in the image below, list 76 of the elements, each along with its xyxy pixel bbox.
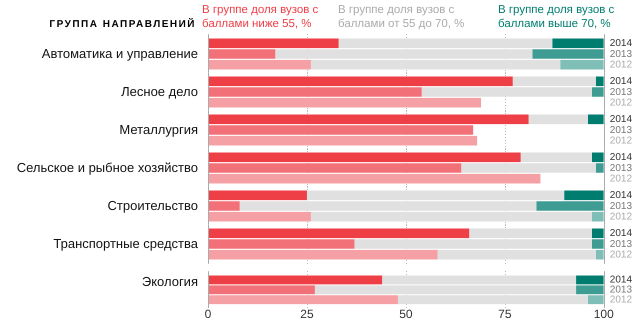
bar xyxy=(208,285,315,294)
bar xyxy=(560,60,604,70)
bar xyxy=(588,114,604,124)
bar xyxy=(208,38,339,48)
bar xyxy=(536,201,604,211)
x-tick-label: 75 xyxy=(498,307,512,320)
bar xyxy=(208,98,482,108)
legend-title: ГРУППА НАПРАВЛЕНИЙ xyxy=(48,17,197,30)
bar xyxy=(208,60,311,70)
y-tick-label: 2014 xyxy=(610,114,632,126)
bar xyxy=(208,76,513,86)
y-tick-label: 2012 xyxy=(610,249,632,260)
bar xyxy=(208,250,438,260)
bar xyxy=(532,49,604,59)
bar xyxy=(564,190,604,200)
y-tick-label: 2012 xyxy=(610,211,632,222)
text: Строительство xyxy=(106,196,199,215)
chart-title: Экология xyxy=(140,272,199,290)
y-tick-label: 2012 xyxy=(610,294,632,306)
series-label: В группе доля вузов с баллами выше 70, % xyxy=(498,3,616,31)
bar xyxy=(596,76,604,86)
bar xyxy=(592,212,604,222)
y-tick-label: 2013 xyxy=(610,124,632,136)
y-tick-label: 2013 xyxy=(610,162,632,174)
y-tick-label: 2014 xyxy=(610,152,632,164)
bar xyxy=(592,152,604,162)
y-tick-label: 2012 xyxy=(610,173,632,184)
bar xyxy=(576,285,604,294)
y-tick-label: 2013 xyxy=(610,238,632,250)
bar xyxy=(208,136,478,146)
bar xyxy=(208,239,354,249)
bar xyxy=(208,174,540,184)
y-tick-label: 2013 xyxy=(610,200,632,212)
bar xyxy=(592,239,604,249)
text: Сельское и рыбное хозяйство xyxy=(16,158,199,177)
y-tick-label: 2014 xyxy=(610,38,632,50)
bar xyxy=(208,49,276,59)
y-tick-label: 2012 xyxy=(610,59,632,70)
bar xyxy=(208,190,307,200)
y-tick-label: 2014 xyxy=(610,76,632,88)
bar xyxy=(596,163,604,173)
x-tick-label: 100 xyxy=(594,307,614,320)
y-tick-label: 2014 xyxy=(610,274,632,286)
y-tick-label: 2013 xyxy=(610,48,632,60)
bar xyxy=(208,125,474,135)
bar xyxy=(208,163,462,173)
text: Транспортные средства xyxy=(52,234,199,253)
bar xyxy=(552,38,604,48)
bar xyxy=(528,114,588,124)
text: Металлургия xyxy=(118,120,199,139)
bar xyxy=(208,87,422,97)
bar xyxy=(208,295,398,304)
bar xyxy=(208,228,470,238)
y-tick-label: 2013 xyxy=(610,86,632,98)
y-tick-label: 2012 xyxy=(610,97,632,108)
series-label: В группе доля вузов с баллами от 55 до 70, % xyxy=(338,3,466,31)
bar xyxy=(208,152,521,162)
y-tick-label: 2014 xyxy=(610,228,632,240)
bar xyxy=(208,275,382,284)
y-tick-label: 2012 xyxy=(610,135,632,146)
y-tick-label: 2014 xyxy=(610,190,632,202)
x-tick-label: 25 xyxy=(300,307,314,320)
bar xyxy=(588,295,604,304)
bar xyxy=(592,228,604,238)
bar xyxy=(208,212,311,222)
x-tick-label: 0 xyxy=(204,307,212,320)
bar xyxy=(576,275,604,284)
bar xyxy=(596,250,604,260)
x-tick-label: 50 xyxy=(399,307,413,320)
bar xyxy=(208,201,240,211)
text: Автоматика и управление xyxy=(40,44,199,63)
bar xyxy=(208,114,529,124)
bar xyxy=(592,87,604,97)
y-tick-label: 2013 xyxy=(610,284,632,296)
series-label: В группе доля вузов с баллами ниже 55, % xyxy=(202,3,320,31)
text: Лесное дело xyxy=(120,82,199,101)
